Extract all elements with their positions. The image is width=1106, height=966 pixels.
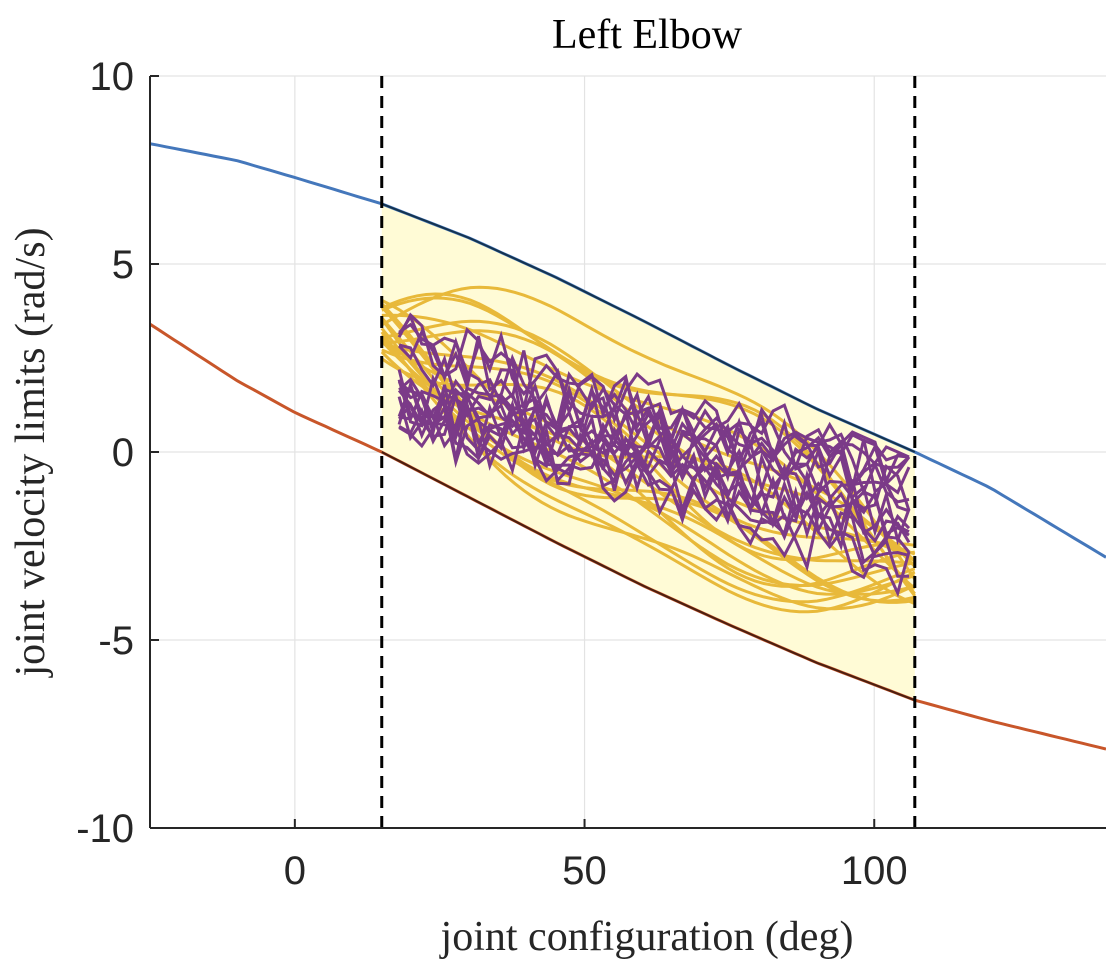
purple-trajectory <box>397 398 910 559</box>
x-tick-label: 100 <box>841 849 908 893</box>
purple-trajectory <box>397 369 911 497</box>
yellow-trajectory <box>380 334 916 604</box>
y-tick-label: 0 <box>112 431 134 475</box>
axes <box>149 75 1106 829</box>
y-tick-label: 5 <box>112 243 134 287</box>
joint-limit-lines <box>380 76 917 828</box>
y-tick-label: -5 <box>98 619 134 663</box>
feasible-upper-edge <box>381 202 916 453</box>
x-axis-label: joint configuration (deg) <box>439 914 854 960</box>
feasible-lower-edge <box>381 451 916 702</box>
y-axis-label: joint velocity limits (rad/s) <box>8 227 54 678</box>
purple-trajectory <box>397 313 910 504</box>
yellow-trajectory <box>381 296 916 595</box>
y-tick-label: 10 <box>90 55 135 99</box>
chart-title: Left Elbow <box>552 12 743 58</box>
purple-trajectory <box>397 379 911 544</box>
purple-trajectory <box>398 377 911 546</box>
purple-trajectories <box>397 312 911 598</box>
yellow-trajectory <box>380 357 916 562</box>
yellow-trajectory <box>381 285 917 580</box>
y-tick-label: -10 <box>76 807 134 851</box>
purple-trajectory <box>398 406 910 537</box>
limit-curves <box>150 142 1106 751</box>
x-tick-label: 50 <box>562 849 607 893</box>
purple-trajectory <box>398 403 911 544</box>
x-tick-label: 0 <box>284 849 306 893</box>
